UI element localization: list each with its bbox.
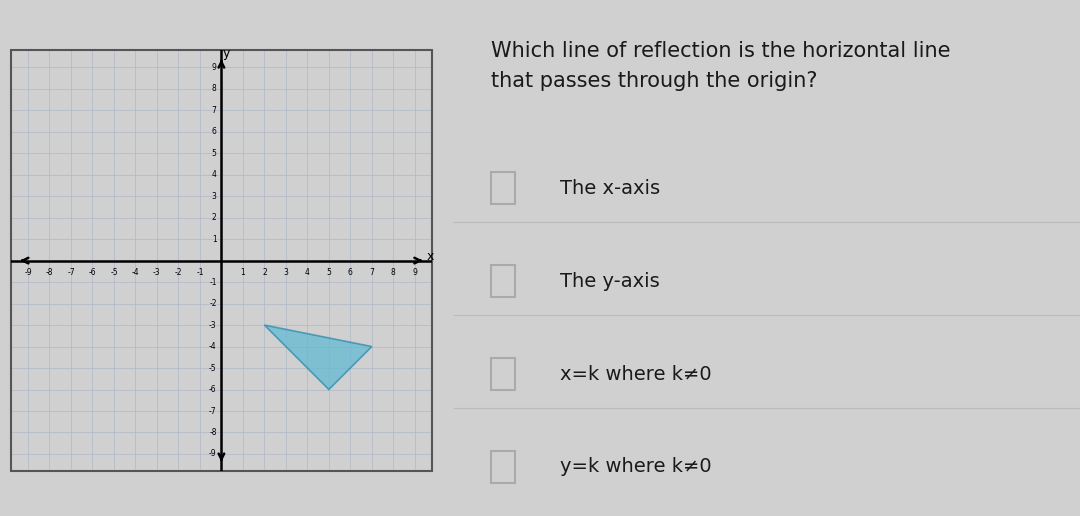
Text: -7: -7 xyxy=(210,407,217,415)
Text: 6: 6 xyxy=(348,268,353,277)
Text: 8: 8 xyxy=(391,268,395,277)
Text: -1: -1 xyxy=(197,268,204,277)
Text: -1: -1 xyxy=(210,278,217,286)
Text: -9: -9 xyxy=(210,449,217,459)
Text: 9: 9 xyxy=(413,268,417,277)
Text: -2: -2 xyxy=(210,299,217,308)
Text: -8: -8 xyxy=(210,428,217,437)
Text: -2: -2 xyxy=(175,268,183,277)
Text: y: y xyxy=(222,47,230,60)
Text: 5: 5 xyxy=(212,149,217,157)
Text: -4: -4 xyxy=(210,342,217,351)
Text: 2: 2 xyxy=(212,213,217,222)
Text: -5: -5 xyxy=(110,268,118,277)
Text: -3: -3 xyxy=(210,320,217,330)
Text: -4: -4 xyxy=(132,268,139,277)
Text: 3: 3 xyxy=(212,191,217,201)
Text: -5: -5 xyxy=(210,364,217,373)
Text: -8: -8 xyxy=(45,268,53,277)
Text: 7: 7 xyxy=(212,106,217,115)
Text: -3: -3 xyxy=(153,268,161,277)
Text: 8: 8 xyxy=(212,84,217,93)
Text: -9: -9 xyxy=(24,268,31,277)
Text: x=k where k≠0: x=k where k≠0 xyxy=(561,365,712,383)
Text: -6: -6 xyxy=(210,385,217,394)
Bar xyxy=(11,50,432,471)
Text: 3: 3 xyxy=(283,268,288,277)
Text: 7: 7 xyxy=(369,268,375,277)
Polygon shape xyxy=(265,325,372,390)
Text: 1: 1 xyxy=(212,235,217,244)
Text: -7: -7 xyxy=(67,268,75,277)
Text: 1: 1 xyxy=(241,268,245,277)
Text: 4: 4 xyxy=(305,268,310,277)
Text: Which line of reflection is the horizontal line
that passes through the origin?: Which line of reflection is the horizont… xyxy=(491,41,950,91)
Text: 2: 2 xyxy=(262,268,267,277)
Text: 6: 6 xyxy=(212,127,217,136)
Text: -6: -6 xyxy=(89,268,96,277)
Text: 5: 5 xyxy=(326,268,332,277)
Text: The y-axis: The y-axis xyxy=(561,272,660,291)
Text: y=k where k≠0: y=k where k≠0 xyxy=(561,458,712,476)
Text: 4: 4 xyxy=(212,170,217,179)
Text: The x-axis: The x-axis xyxy=(561,179,660,198)
Text: 9: 9 xyxy=(212,62,217,72)
Text: x: x xyxy=(427,250,433,263)
